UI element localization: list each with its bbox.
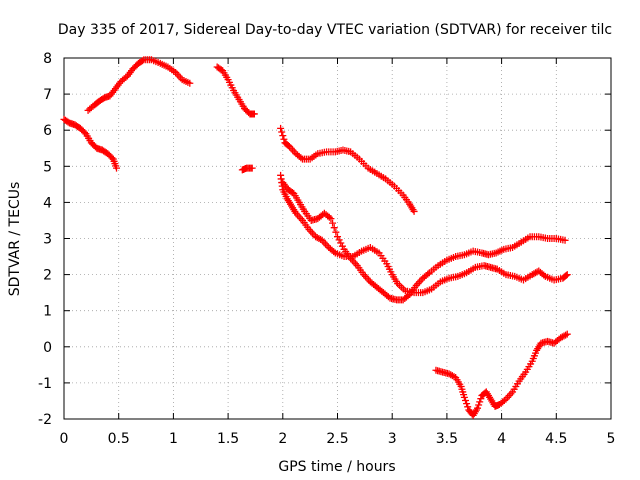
y-tick-label: 0 [43,340,52,356]
data-point-marker [332,228,340,236]
data-point-marker [562,272,570,280]
data-point-marker [450,373,458,381]
data-point-marker [404,292,412,300]
x-tick-label: 2 [278,431,287,447]
data-point-marker [81,128,89,136]
data-point-marker [338,242,346,250]
data-point-marker [475,401,483,409]
data-point-marker [500,396,508,404]
data-point-marker [410,207,418,215]
y-tick-label: -2 [38,412,52,428]
series-segment-2 [84,56,194,114]
chart-title: Day 335 of 2017, Sidereal Day-to-day VTE… [58,22,612,38]
data-point-marker [563,271,571,279]
data-point-marker [248,164,256,172]
y-tick-label: 4 [43,195,52,211]
data-point-marker [563,330,571,338]
y-tick-label: 2 [43,268,52,284]
series-segment-4 [238,164,256,174]
x-tick-label: 1 [169,431,178,447]
data-point-marker [113,164,121,172]
series-segment-5 [277,124,418,215]
data-point-marker [330,248,338,256]
data-point-marker [463,400,471,408]
series-segment-3 [213,63,258,118]
data-point-marker [464,403,472,411]
y-tick-label: 1 [43,304,52,320]
series-segment-6 [277,171,571,297]
x-axis-label: GPS time / hours [278,459,395,475]
data-point-marker [477,395,485,403]
data-point-marker [297,154,305,162]
plot-frame [63,57,612,420]
y-tick-label: 3 [43,232,52,248]
data-point-marker [335,236,343,244]
x-tick-label: 3 [388,431,397,447]
data-point-marker [186,79,194,87]
data-point-marker [562,331,570,339]
y-tick-label: 7 [43,87,52,103]
data-point-marker [250,110,258,118]
data-point-marker [279,132,287,140]
x-tick-label: 3.5 [436,431,458,447]
data-point-marker [540,271,548,279]
data-point-marker [424,270,432,278]
x-tick-label: 2.5 [326,431,348,447]
x-tick-label: 0 [60,431,69,447]
x-tick-label: 1.5 [217,431,239,447]
data-point-marker [476,398,484,406]
data-point-marker [108,154,116,162]
data-point-marker [138,57,146,65]
data-point-marker [461,396,469,404]
data-point-marker [327,215,335,223]
x-tick-label: 0.5 [108,431,130,447]
axis-ticks [63,57,612,420]
y-tick-label: 6 [43,123,52,139]
y-tick-label: 8 [43,51,52,67]
data-point-marker [330,224,338,232]
data-point-marker [325,213,333,221]
data-point-marker [474,404,482,412]
data-markers [60,56,571,419]
data-point-marker [460,393,468,401]
series-segment-8 [432,330,571,419]
data-point-marker [337,239,345,247]
y-tick-label: 5 [43,159,52,175]
y-axis-label: SDTVAR / TECUs [7,182,23,297]
data-point-marker [277,124,285,132]
data-point-marker [334,233,341,241]
y-tick-labels: -2 -1 0 1 2 3 4 5 6 7 8 [38,51,52,428]
x-tick-label: 4 [497,431,506,447]
data-point-marker [280,135,288,143]
x-tick-labels: 0 0.5 1 1.5 2 2.5 3 3.5 4 4.5 5 [60,431,616,447]
series-segment-1 [60,115,121,172]
data-point-marker [561,236,569,244]
x-tick-label: 4.5 [545,431,567,447]
x-tick-label: 5 [607,431,616,447]
data-point-marker [122,73,130,81]
y-tick-label: -1 [38,376,52,392]
data-point-marker [329,219,337,227]
series-segment-7 [279,179,569,304]
data-point-marker [278,128,286,136]
